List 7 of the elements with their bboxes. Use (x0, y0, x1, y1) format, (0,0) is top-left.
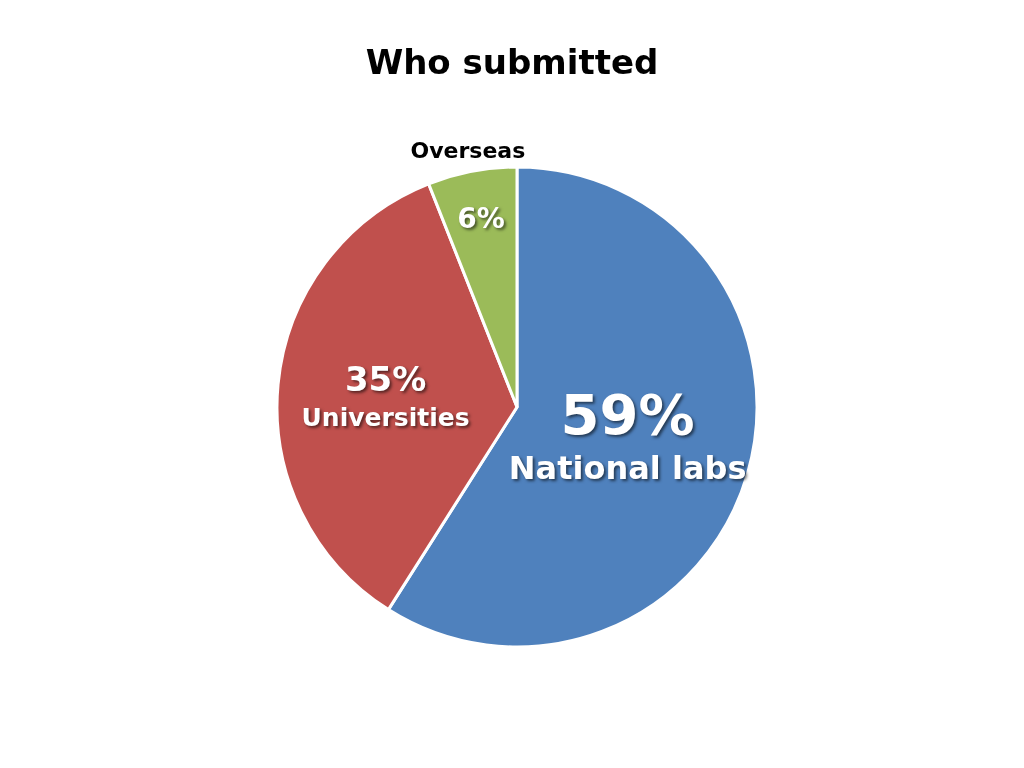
data-label: 59% (560, 381, 695, 447)
chart-title: Who submitted (365, 42, 659, 82)
data-label: 35% (344, 359, 427, 400)
slice-label: Overseas (410, 137, 526, 163)
data-label: 6% (457, 201, 505, 235)
slice-label: National labs (508, 448, 747, 487)
slice-label: Universities (301, 402, 470, 432)
